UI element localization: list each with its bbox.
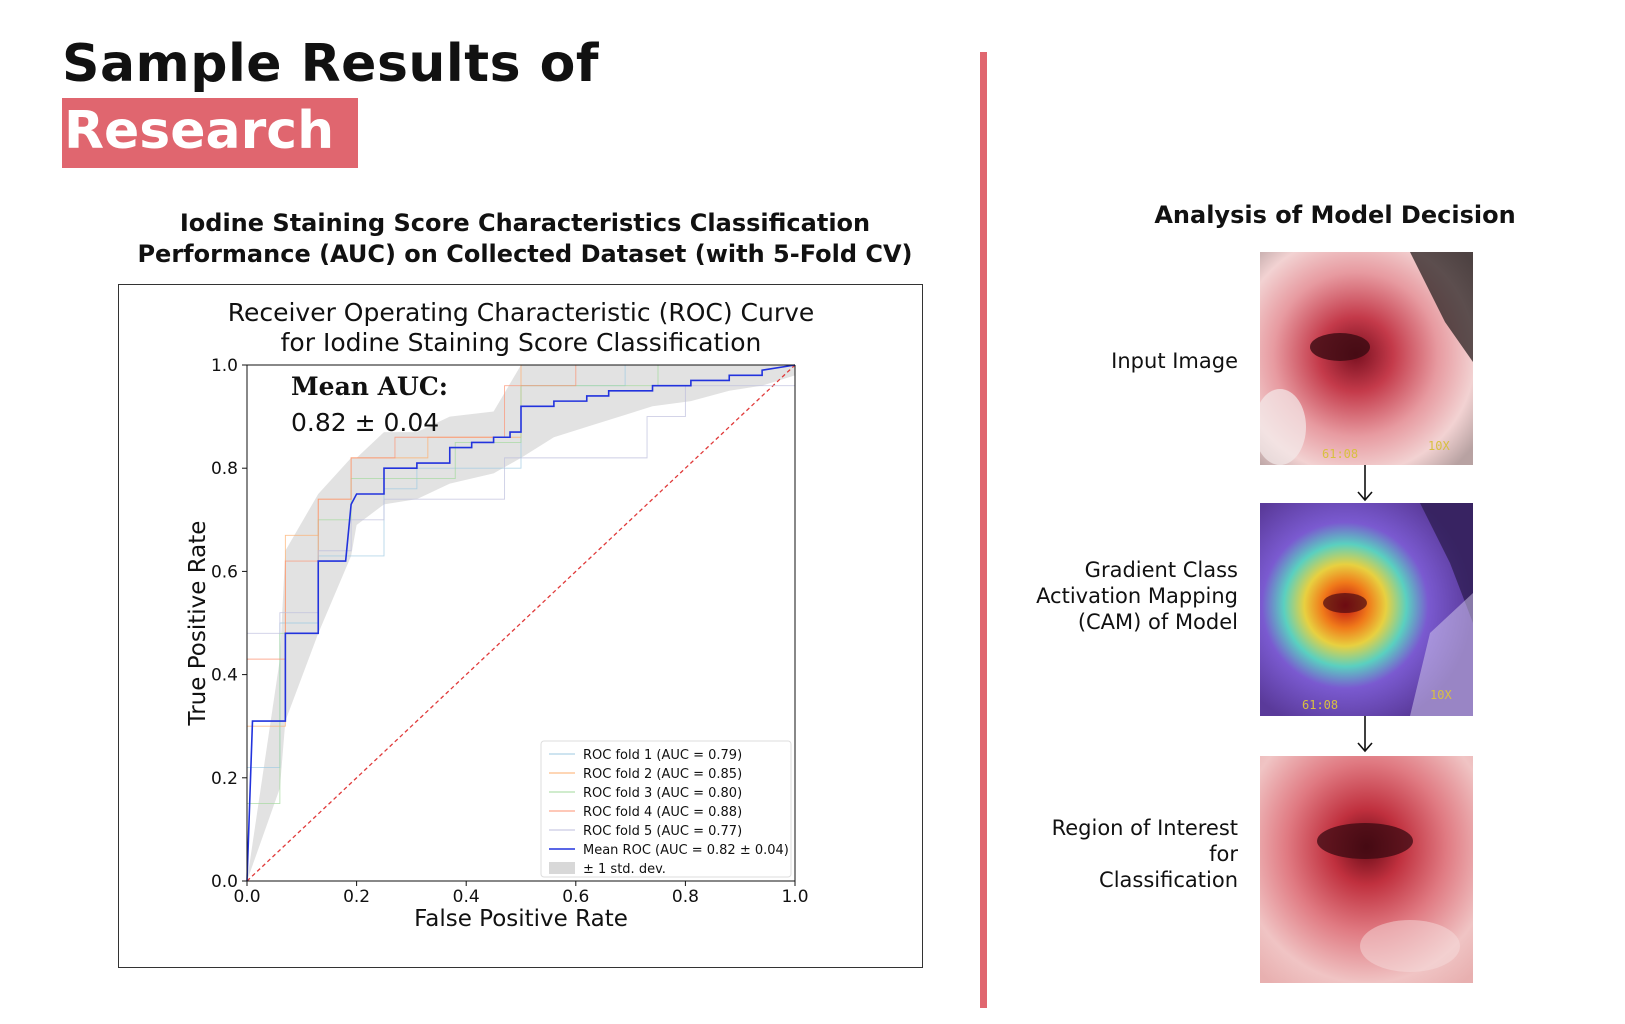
x-tick-label: 0.8 [672,887,699,907]
legend-entry: ROC fold 2 (AUC = 0.85) [583,767,742,782]
section-divider [980,52,987,1008]
heatmap-image: 61:08 10X [1260,503,1473,716]
analysis-section-title: Analysis of Model Decision [1154,201,1516,229]
gradcam-image: 61:08 10X [1260,503,1473,716]
step-label-line: Classification [1099,868,1238,892]
legend-entry: ROC fold 1 (AUC = 0.79) [583,748,742,763]
roc-chart-frame: Receiver Operating Characteristic (ROC) … [118,284,923,968]
roc-chart: Receiver Operating Characteristic (ROC) … [185,298,815,932]
legend-entry: ± 1 std. dev. [583,862,666,877]
step-label-line: (CAM) of Model [1077,610,1238,634]
chart-title-line: for Iodine Staining Score Classification [281,328,762,357]
roc-fold-line [246,365,796,881]
step-label-input-image: Input Image [978,348,1238,374]
step-label-line: Gradient Class [1084,558,1238,582]
endoscopy-image: 61:08 10X [1260,252,1473,465]
roc-fold-line [246,364,795,881]
roi-image [1260,756,1473,983]
y-tick-label: 0.6 [211,562,238,582]
step-label-line: Region of Interest [1051,816,1238,840]
legend-entry: ROC fold 3 (AUC = 0.80) [583,786,742,801]
legend-box [540,740,792,878]
slide-heading: Sample Results of Research [62,34,599,168]
y-tick-label: 0.4 [211,666,238,686]
heading-line1: Sample Results of [62,34,600,94]
y-tick-label: 1.0 [211,356,238,376]
x-tick-label: 0.0 [233,887,260,907]
heading-line2-highlight: Research [62,98,359,168]
x-tick-label: 0.4 [453,887,480,907]
image-zoom: 10X [1430,688,1452,702]
x-tick-label: 0.6 [562,887,589,907]
legend-swatch [549,862,575,874]
image-zoom: 10X [1428,439,1450,453]
image-timestamp: 61:08 [1302,698,1338,712]
y-tick-label: 0.8 [211,459,238,479]
mean-auc-value: 0.82 ± 0.04 [291,408,439,437]
arrow-down-icon [1357,716,1373,753]
chart-title-line: Receiver Operating Characteristic (ROC) … [228,298,815,327]
mean-auc-label: Mean AUC: [291,372,448,401]
y-axis-label: True Positive Rate [185,521,211,727]
step-label-roi: Region of Interest for Classification [978,815,1238,893]
step-label-line: Activation Mapping [1036,584,1238,608]
x-axis-label: False Positive Rate [414,906,628,932]
chart-section-title-line1: Iodine Staining Score Characteristics Cl… [179,209,871,237]
step-label-gradcam: Gradient Class Activation Mapping (CAM) … [978,557,1238,635]
legend-entry: ROC fold 4 (AUC = 0.88) [583,805,742,820]
arrow-down-icon [1357,465,1373,502]
step-label-line: Input Image [1111,349,1238,373]
legend-entry: ROC fold 5 (AUC = 0.77) [583,824,742,839]
x-tick-label: 1.0 [781,887,808,907]
image-timestamp: 61:08 [1322,447,1358,461]
roi-crop-image [1260,756,1473,983]
chart-section-title: Iodine Staining Score Characteristics Cl… [110,208,940,270]
x-tick-label: 0.2 [343,887,370,907]
legend-entry: Mean ROC (AUC = 0.82 ± 0.04) [583,843,789,858]
step-label-line: for [1209,842,1238,866]
mean-roc-line [246,364,796,882]
y-tick-label: 0.2 [211,769,238,789]
input-image: 61:08 10X [1260,252,1473,465]
y-tick-label: 0.0 [211,872,238,892]
chart-section-title-line2: Performance (AUC) on Collected Dataset (… [137,240,913,268]
